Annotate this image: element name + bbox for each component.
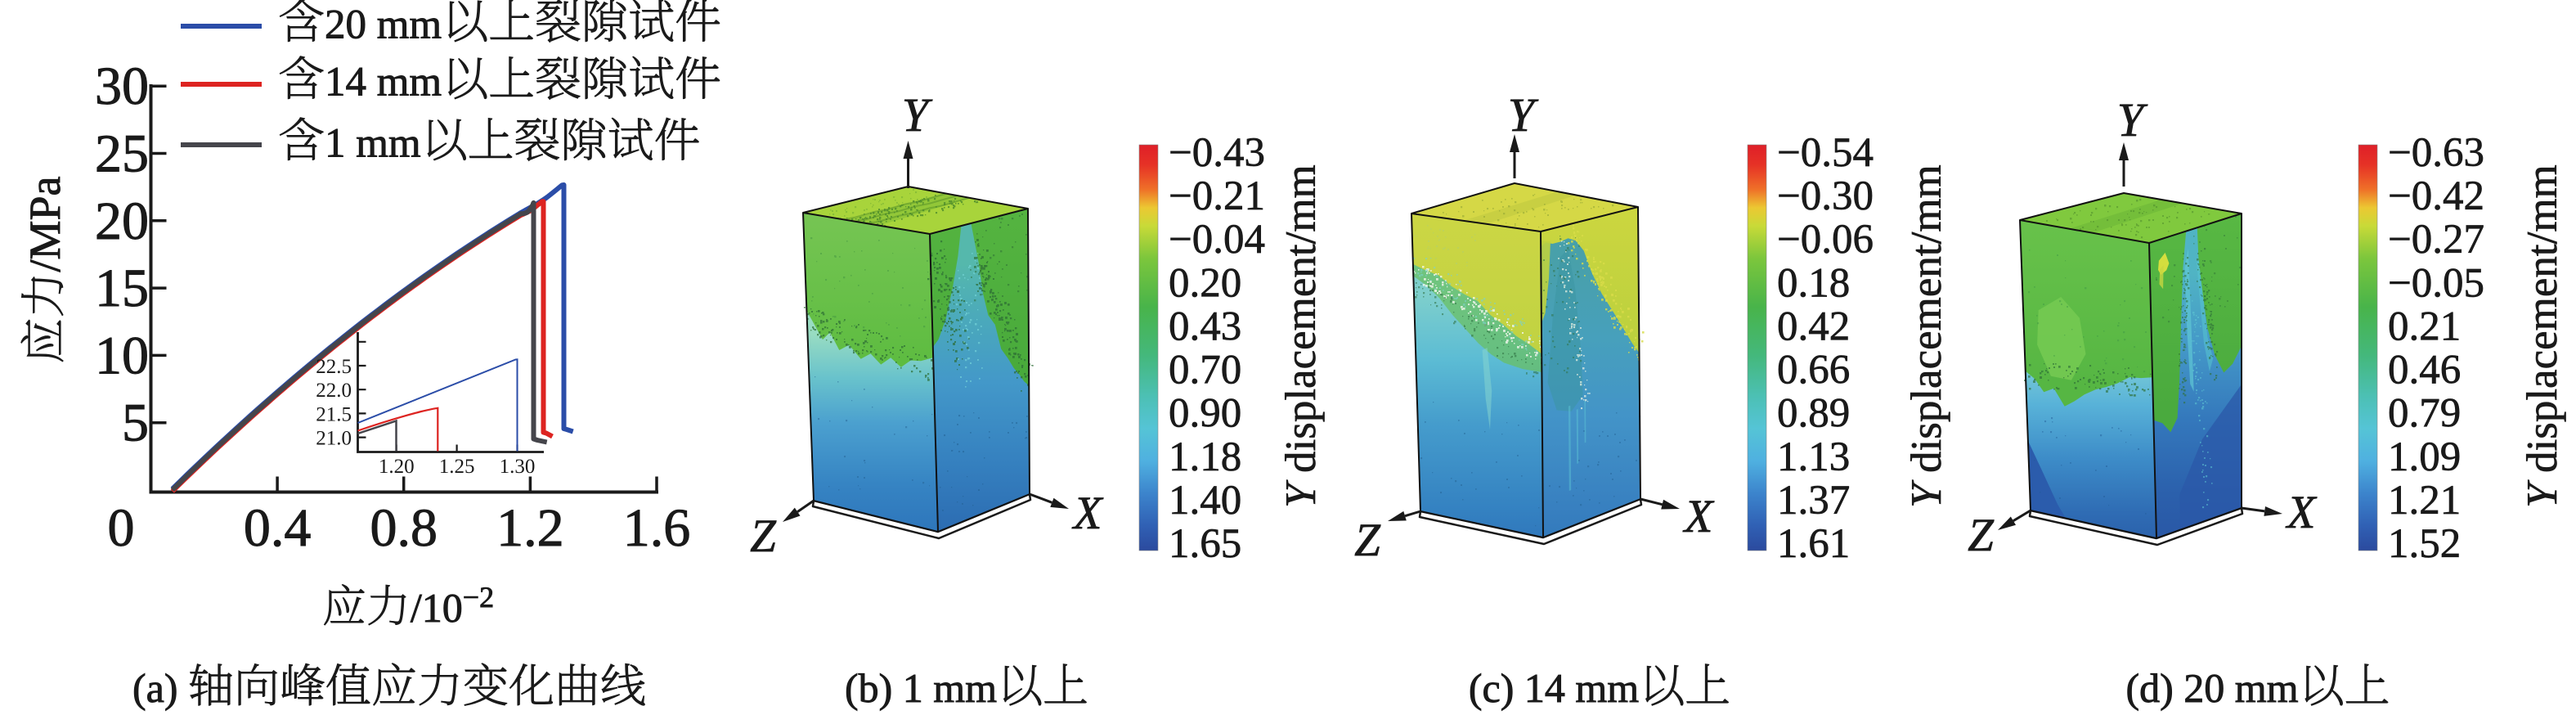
svg-text:−0.05: −0.05 [2388, 260, 2484, 306]
svg-text:25: 25 [95, 124, 149, 184]
svg-text:−0.42: −0.42 [2388, 173, 2484, 219]
svg-text:0.46: 0.46 [2388, 348, 2461, 393]
svg-text:22.0: 22.0 [316, 380, 352, 402]
svg-text:0: 0 [108, 498, 135, 558]
svg-text:Y: Y [1508, 88, 1539, 142]
svg-text:22.5: 22.5 [316, 356, 352, 378]
svg-text:−0.21: −0.21 [1169, 173, 1265, 219]
svg-text:−0.27: −0.27 [2388, 217, 2484, 263]
svg-text:1.65: 1.65 [1169, 521, 1241, 567]
svg-text:0.42: 0.42 [1777, 304, 1850, 349]
svg-text:1.30: 1.30 [500, 456, 536, 478]
svg-text:20: 20 [95, 191, 149, 251]
svg-text:1.21: 1.21 [2388, 478, 2461, 524]
svg-text:0.70: 0.70 [1169, 348, 1241, 393]
svg-text:1.61: 1.61 [1777, 521, 1850, 567]
svg-text:X: X [1683, 491, 1715, 542]
svg-text:0.89: 0.89 [1777, 391, 1850, 437]
svg-text:0.8: 0.8 [370, 498, 438, 558]
svg-text:30: 30 [95, 56, 149, 116]
svg-text:−0.54: −0.54 [1777, 130, 1874, 176]
svg-text:21.0: 21.0 [316, 428, 352, 450]
svg-text:Y: Y [2117, 93, 2148, 146]
svg-text:0.43: 0.43 [1169, 304, 1241, 349]
svg-text:0.21: 0.21 [2388, 304, 2461, 349]
svg-text:−0.04: −0.04 [1169, 217, 1265, 263]
svg-text:15: 15 [95, 259, 149, 318]
svg-text:−0.06: −0.06 [1777, 217, 1874, 263]
svg-text:Y displacement/mm: Y displacement/mm [2519, 164, 2566, 508]
svg-text:0.79: 0.79 [2388, 391, 2461, 437]
svg-text:1.13: 1.13 [1777, 434, 1850, 480]
svg-text:1.6: 1.6 [623, 498, 691, 558]
svg-text:−0.30: −0.30 [1777, 173, 1874, 219]
svg-text:Z: Z [750, 510, 777, 562]
svg-text:1.37: 1.37 [1777, 478, 1850, 524]
svg-text:Z: Z [1354, 515, 1381, 566]
svg-text:0.4: 0.4 [244, 498, 312, 558]
svg-text:1.09: 1.09 [2388, 434, 2461, 480]
svg-text:0.18: 0.18 [1777, 260, 1850, 306]
svg-text:0.20: 0.20 [1169, 260, 1241, 306]
svg-text:10: 10 [95, 326, 149, 385]
svg-text:21.5: 21.5 [316, 403, 352, 425]
svg-text:Y displacement/mm: Y displacement/mm [1277, 164, 1325, 508]
svg-text:Y displacement/mm: Y displacement/mm [1903, 164, 1950, 508]
svg-text:Y: Y [902, 88, 933, 142]
svg-text:1.20: 1.20 [379, 456, 415, 478]
svg-text:0.90: 0.90 [1169, 391, 1241, 437]
svg-text:−0.43: −0.43 [1169, 130, 1265, 176]
svg-text:1.2: 1.2 [496, 498, 564, 558]
svg-text:X: X [1072, 488, 1104, 539]
svg-text:5: 5 [122, 393, 149, 453]
svg-text:1.40: 1.40 [1169, 478, 1241, 524]
svg-text:−0.63: −0.63 [2388, 130, 2484, 176]
svg-text:X: X [2286, 487, 2318, 538]
svg-text:Z: Z [1968, 510, 1995, 561]
svg-text:0.66: 0.66 [1777, 348, 1850, 393]
svg-text:1.25: 1.25 [439, 456, 475, 478]
svg-text:1.18: 1.18 [1169, 434, 1241, 480]
svg-text:1.52: 1.52 [2388, 521, 2461, 567]
